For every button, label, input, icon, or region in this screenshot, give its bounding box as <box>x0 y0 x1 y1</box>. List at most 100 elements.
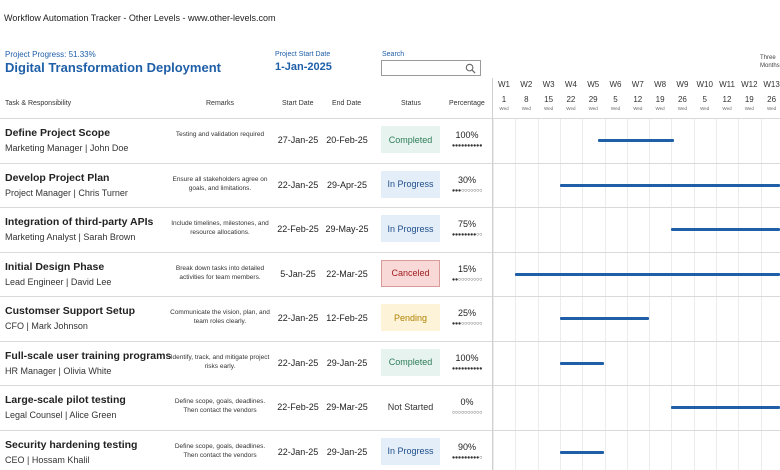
week-gridline <box>693 118 695 470</box>
status-badge[interactable]: Pending <box>381 304 440 331</box>
status-badge[interactable]: In Progress <box>381 215 440 242</box>
table-row[interactable]: Full-scale user training programs HR Mana… <box>0 341 780 386</box>
task-name: Security hardening testing <box>5 438 138 451</box>
column-header-remarks: Remarks <box>206 100 235 107</box>
task-percentage: 100% <box>455 352 479 363</box>
task-start-date[interactable]: 22-Feb-25 <box>277 224 319 234</box>
status-badge[interactable]: In Progress <box>381 170 440 198</box>
task-responsibility: HR Manager | Olivia White <box>5 365 112 376</box>
week-date: 19 <box>744 95 754 104</box>
search-box[interactable] <box>381 60 481 79</box>
project-start-date[interactable]: 1-Jan-2025 <box>275 61 332 73</box>
week-gridline <box>626 118 628 470</box>
table-row[interactable]: Customser Support Setup CFO | Mark Johnso… <box>0 296 780 341</box>
week-label: W8 <box>654 80 667 89</box>
column-header-end: End Date <box>332 100 362 107</box>
task-start-date[interactable]: 27-Jan-25 <box>277 135 319 145</box>
progress-dots: ○○○○○○○○○○ <box>451 410 483 416</box>
week-gridline <box>760 118 762 470</box>
row-divider <box>0 251 780 253</box>
task-start-date[interactable]: 22-Jan-25 <box>277 446 319 457</box>
gantt-bar[interactable] <box>515 272 780 276</box>
week-label: W10 <box>696 80 713 89</box>
search-input[interactable] <box>382 64 462 79</box>
search-icon[interactable] <box>465 63 476 74</box>
week-day: Wed <box>633 106 643 111</box>
gantt-bar[interactable] <box>671 228 780 231</box>
status-badge[interactable]: Not Started <box>381 393 440 420</box>
task-remarks: Communicate the vision, plan, and team r… <box>170 309 270 325</box>
status-badge[interactable]: In Progress <box>381 437 440 465</box>
status-badge[interactable]: Completed <box>381 126 440 153</box>
column-header-status: Status <box>401 100 421 107</box>
table-row[interactable]: Integration of third-party APIs Marketing… <box>0 207 780 252</box>
status-badge[interactable]: Completed <box>381 348 440 376</box>
week-date: 12 <box>633 95 643 104</box>
week-label: W2 <box>520 80 533 89</box>
task-responsibility: Legal Counsel | Alice Green <box>5 410 117 420</box>
task-percentage: 100% <box>455 130 479 140</box>
progress-dots: ●●●●●●●●●● <box>451 143 483 149</box>
task-end-date[interactable]: 29-Jan-25 <box>326 446 368 457</box>
task-end-date[interactable]: 22-Mar-25 <box>326 268 368 279</box>
task-end-date[interactable]: 29-Jan-25 <box>326 357 368 368</box>
week-gridline <box>604 118 606 470</box>
task-end-date[interactable]: 29-May-25 <box>325 224 369 234</box>
table-row[interactable]: Define Project Scope Marketing Manager | … <box>0 118 780 163</box>
week-gridline <box>537 118 539 470</box>
gantt-divider <box>492 78 493 470</box>
gantt-bar[interactable] <box>671 406 780 409</box>
table-row[interactable]: Large-scale pilot testing Legal Counsel |… <box>0 385 780 430</box>
task-end-date[interactable]: 12-Feb-25 <box>326 313 368 323</box>
app-title: Workflow Automation Tracker <box>4 13 121 23</box>
week-label: W11 <box>719 80 735 89</box>
gantt-bar[interactable] <box>559 183 780 187</box>
task-percentage: 90% <box>457 441 476 452</box>
app-header: Workflow Automation Tracker - Other Leve… <box>4 13 276 23</box>
task-percentage: 75% <box>457 219 476 229</box>
week-label: W4 <box>564 80 577 89</box>
task-end-date[interactable]: 20-Feb-25 <box>326 135 368 145</box>
week-date: 15 <box>544 95 554 104</box>
project-progress: Project Progress: 51.33% <box>5 50 96 59</box>
task-responsibility: Lead Engineer | David Lee <box>5 276 112 287</box>
task-start-date[interactable]: 22-Jan-25 <box>277 357 319 368</box>
week-date: 19 <box>655 95 665 104</box>
table-row[interactable]: Develop Project Plan Project Manager | Ch… <box>0 163 780 208</box>
gantt-bar[interactable] <box>597 139 674 142</box>
task-start-date[interactable]: 22-Jan-25 <box>277 313 319 323</box>
task-start-date[interactable]: 22-Feb-25 <box>277 402 319 412</box>
task-start-date[interactable]: 5-Jan-25 <box>280 268 316 279</box>
header-separator: - <box>182 13 186 23</box>
gantt-bar[interactable] <box>559 361 605 365</box>
week-day: Wed <box>744 106 754 111</box>
task-responsibility: Project Manager | Chris Turner <box>5 187 128 198</box>
task-end-date[interactable]: 29-Mar-25 <box>326 402 368 412</box>
progress-dots: ●●○○○○○○○○ <box>451 276 483 283</box>
search-label: Search <box>382 51 405 58</box>
gantt-bar[interactable] <box>559 450 605 454</box>
column-header-start: Start Date <box>282 100 314 107</box>
task-start-date[interactable]: 22-Jan-25 <box>277 179 319 190</box>
table-row[interactable]: Security hardening testing CEO | Hossam K… <box>0 430 780 470</box>
task-responsibility: Marketing Analyst | Sarah Brown <box>5 232 136 242</box>
task-remarks: Include timelines, milestones, and resou… <box>171 220 269 236</box>
week-day: Wed <box>722 106 732 111</box>
gantt-bar[interactable] <box>559 317 650 320</box>
status-badge[interactable]: Canceled <box>381 259 440 287</box>
week-label: W6 <box>609 80 622 89</box>
task-percentage: 30% <box>457 174 476 185</box>
task-name: Customser Support Setup <box>5 305 136 317</box>
table-row[interactable]: Initial Design Phase Lead Engineer | Davi… <box>0 252 780 297</box>
task-end-date[interactable]: 29-Apr-25 <box>326 179 368 190</box>
week-gridline <box>515 118 517 470</box>
task-remarks: Break down tasks into detailed activitie… <box>175 264 265 281</box>
week-gridline <box>493 118 494 470</box>
site-link[interactable]: www.other-levels.com <box>187 13 276 23</box>
week-date: 8 <box>524 95 529 104</box>
project-title: Digital Transformation Deployment <box>5 60 221 75</box>
view-mode-label[interactable]: Three Months <box>760 55 780 69</box>
task-name: Define Project Scope <box>5 127 111 139</box>
task-percentage: 15% <box>457 263 476 274</box>
task-responsibility: CEO | Hossam Khalil <box>5 454 90 465</box>
